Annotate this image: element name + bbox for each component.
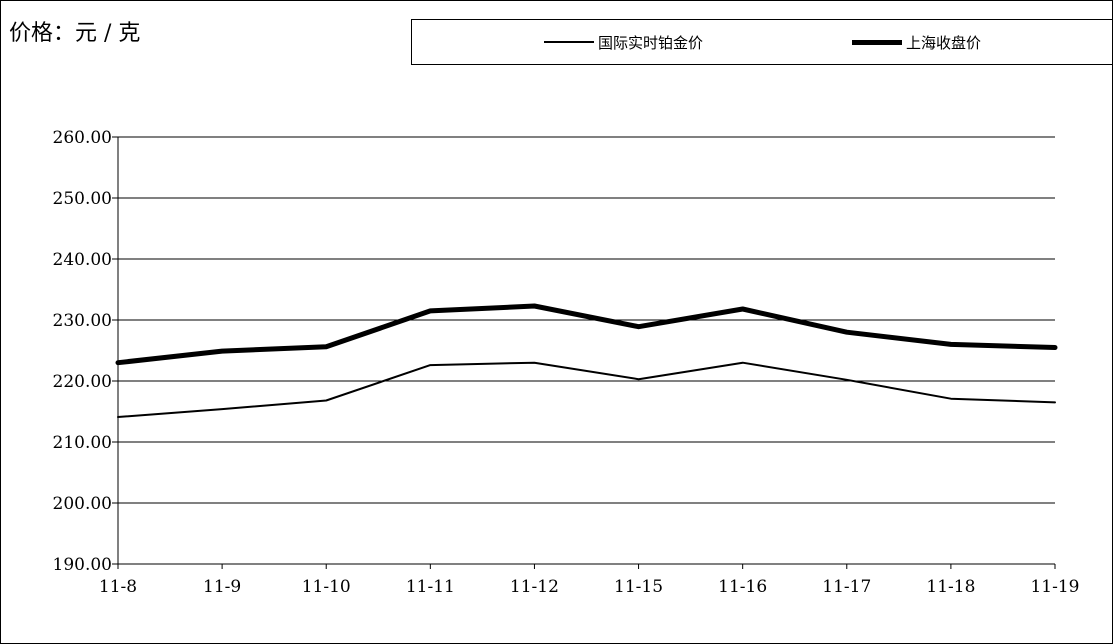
legend-item-series-2: 上海收盘价: [852, 32, 981, 52]
y-tick-label: 190.00: [53, 555, 112, 575]
x-tick-label: 11-18: [926, 577, 975, 597]
series-line-1: [117, 361, 1056, 418]
x-tick-label: 11-19: [1030, 577, 1079, 597]
x-tick-label: 11-10: [302, 577, 351, 597]
y-tick-label: 240.00: [53, 250, 112, 270]
y-tick-label: 200.00: [53, 494, 112, 514]
series-line-2: [115, 303, 1058, 366]
x-tick-label: 11-16: [718, 577, 767, 597]
y-tick-label: 210.00: [53, 433, 112, 453]
y-tick-label: 220.00: [53, 372, 112, 392]
legend-label-series-1: 国际实时铂金价: [598, 33, 704, 52]
y-unit-label: 价格：元 / 克: [9, 21, 141, 46]
legend-item-series-1: 国际实时铂金价: [544, 32, 703, 52]
x-tick-label: 11-17: [822, 577, 871, 597]
y-tick-label: 250.00: [53, 189, 112, 209]
legend-label-series-2: 上海收盘价: [906, 33, 982, 52]
x-tick-label: 11-12: [510, 577, 559, 597]
y-tick-label: 230.00: [53, 311, 112, 331]
legend-swatch-thick-line: [852, 39, 902, 45]
x-tick-label: 11-11: [406, 577, 455, 597]
y-tick-label: 260.00: [53, 128, 112, 148]
legend: 国际实时铂金价 上海收盘价: [411, 19, 1113, 65]
x-tick-label: 11-9: [203, 577, 241, 597]
x-tick-label: 11-8: [99, 577, 137, 597]
legend-swatch-thin-line: [544, 41, 594, 43]
x-tick-label: 11-15: [614, 577, 663, 597]
